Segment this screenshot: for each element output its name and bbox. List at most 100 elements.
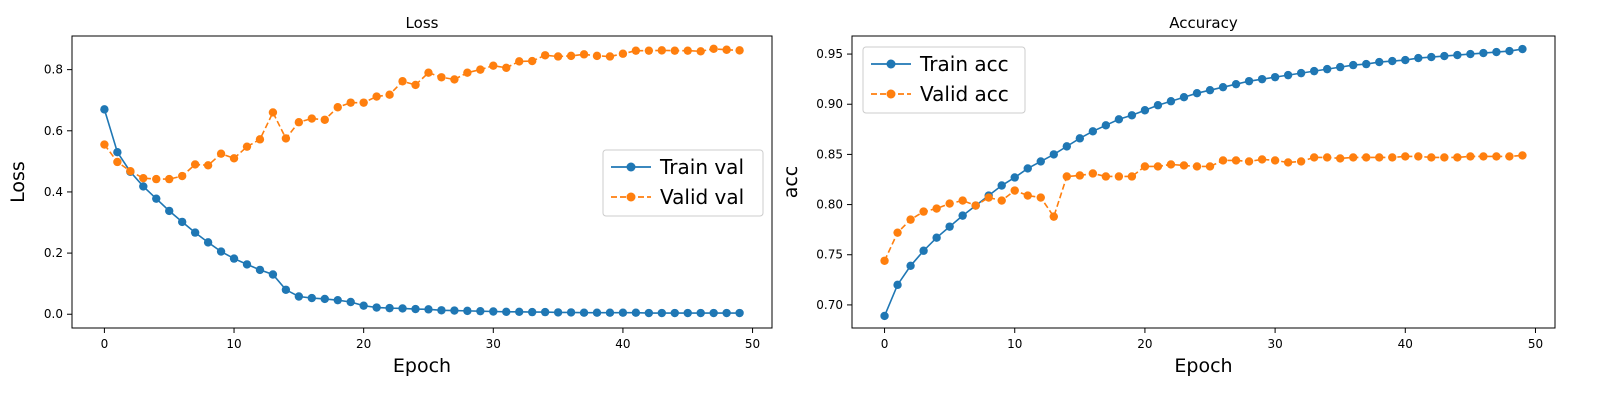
data-point [1127, 111, 1137, 120]
data-point [346, 297, 355, 307]
data-point [1231, 79, 1241, 89]
data-point [177, 171, 187, 181]
data-point [1101, 172, 1111, 181]
data-point [540, 51, 550, 60]
data-point [333, 295, 342, 305]
data-point [320, 294, 329, 304]
data-point [1023, 191, 1032, 200]
data-point [294, 118, 304, 127]
data-point [1401, 55, 1410, 65]
data-point [372, 303, 381, 312]
data-point [631, 308, 641, 317]
data-point [1244, 76, 1254, 86]
data-point [515, 57, 524, 66]
data-point [1192, 88, 1202, 98]
x-axis-title: Epoch [393, 355, 451, 377]
data-point [605, 52, 615, 61]
data-point [1414, 152, 1423, 161]
data-point [527, 307, 537, 317]
y-tick-label: 0.75 [816, 248, 843, 262]
data-point [229, 154, 239, 163]
data-point [1270, 156, 1280, 165]
data-point [1153, 162, 1163, 171]
series-valid-acc [880, 151, 1527, 265]
data-point [1505, 46, 1514, 56]
data-point [971, 201, 980, 210]
data-point [437, 306, 446, 315]
data-point [203, 238, 213, 247]
data-point [566, 51, 576, 61]
data-point [1192, 162, 1202, 171]
data-point [735, 308, 744, 318]
data-point [880, 311, 889, 321]
data-point [1270, 72, 1280, 82]
data-point [476, 306, 485, 316]
data-point [1492, 47, 1501, 57]
x-tick-label: 0 [101, 337, 109, 351]
data-point [1453, 153, 1462, 162]
y-tick-label: 0.80 [816, 198, 843, 212]
data-point [1335, 154, 1345, 163]
data-point [1114, 172, 1124, 181]
y-tick-label: 0.95 [816, 47, 843, 61]
data-point [242, 260, 252, 269]
data-point [424, 305, 433, 314]
data-point [631, 46, 641, 55]
data-point [152, 194, 161, 203]
data-point [579, 50, 589, 59]
data-point [1218, 82, 1228, 92]
x-tick-label: 30 [486, 337, 501, 351]
series-train-acc [880, 44, 1527, 321]
chart-title: Loss [406, 14, 439, 32]
data-point [294, 292, 304, 301]
data-point [1036, 193, 1045, 202]
data-point [553, 308, 563, 317]
legend-label: Train acc [919, 52, 1009, 76]
data-point [984, 193, 993, 202]
data-point [1518, 44, 1527, 54]
data-point [1375, 57, 1384, 67]
plot-frame [851, 35, 1556, 329]
data-point [1075, 171, 1085, 180]
data-point [268, 270, 278, 279]
data-point [1101, 121, 1111, 130]
data-point [1375, 153, 1384, 162]
data-point [502, 307, 511, 316]
data-point [1049, 150, 1058, 159]
x-axis-title: Epoch [1174, 355, 1232, 377]
data-point [359, 301, 368, 310]
data-point [476, 65, 485, 74]
data-point [346, 98, 355, 107]
y-tick-label: 0.90 [816, 97, 843, 111]
data-point [515, 307, 524, 316]
x-tick-label: 40 [615, 337, 630, 351]
data-point [932, 233, 941, 242]
data-point [958, 196, 967, 205]
data-point [1179, 161, 1189, 170]
data-point [566, 308, 576, 317]
y-tick-label: 0.70 [816, 298, 843, 312]
data-point [333, 103, 342, 112]
data-point [945, 199, 954, 208]
legend: Train acc Valid acc [862, 46, 1026, 114]
data-point [307, 293, 317, 303]
data-point [177, 217, 187, 227]
y-tick-label: 0.0 [44, 307, 63, 321]
x-tick-label: 50 [1528, 337, 1543, 351]
data-point [450, 306, 459, 315]
data-point [216, 149, 226, 158]
data-point [880, 256, 889, 265]
data-point [320, 115, 329, 124]
data-point [1231, 156, 1241, 165]
data-point [1492, 152, 1501, 161]
data-point [1062, 142, 1072, 151]
data-point [1140, 162, 1150, 171]
data-point [1479, 48, 1488, 58]
legend-marker [886, 59, 896, 69]
data-point [255, 265, 265, 275]
data-point [411, 80, 420, 90]
data-point [411, 304, 420, 314]
x-tick-label: 40 [1398, 337, 1413, 351]
data-point [113, 157, 122, 167]
data-point [553, 52, 563, 61]
